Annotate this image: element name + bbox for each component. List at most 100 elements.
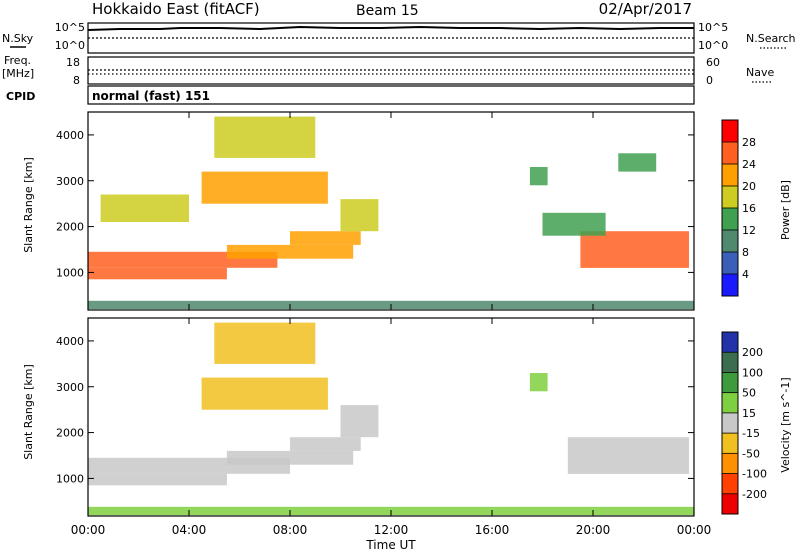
power-region-4 <box>290 231 361 245</box>
power-region-3 <box>226 244 354 259</box>
power-colorbar-segment <box>722 142 738 165</box>
nave-tick-high: 60 <box>706 56 720 69</box>
velocity-colorbar-frame <box>721 331 739 515</box>
velocity-colorbar-tick-label: -200 <box>742 488 767 501</box>
velocity-ytick-label: 2000 <box>56 427 84 440</box>
x-axis-ticks: 00:00 04:00 08:00 12:00 16:00 20:00 00:00 <box>71 112 712 537</box>
power-region-5 <box>340 199 379 232</box>
x-tick-label: 12:00 <box>374 523 409 537</box>
power-colorbar-tick-label: 20 <box>742 180 756 193</box>
velocity-ytick-label: 3000 <box>56 381 84 394</box>
power-yticks: 1000 2000 3000 4000 <box>56 129 694 279</box>
noise-left-tick-low: 10^0 <box>55 39 85 52</box>
power-colorbar-tick-label: 24 <box>742 158 756 171</box>
velocity-panel: 1000 2000 3000 4000 Slant Range [km] 200 100… <box>22 317 792 517</box>
velocity-colorbar-segment <box>722 392 738 414</box>
velocity-colorbar-tick-label: -100 <box>742 468 767 481</box>
velocity-colorbar-segment <box>722 433 738 454</box>
power-ytick-label: 2000 <box>56 221 84 234</box>
velocity-ytick-label: 4000 <box>56 335 84 348</box>
power-colorbar-segment <box>722 230 738 253</box>
power-region-8 <box>214 116 316 158</box>
velocity-region-6 <box>201 377 328 410</box>
date-label: 02/Apr/2017 <box>599 0 692 18</box>
power-colorbar-segment <box>722 274 738 297</box>
cpid-panel: CPID normal (fast) 151 <box>6 85 695 105</box>
power-colorbar-tick-label: 12 <box>742 224 756 237</box>
noise-left-label: N.Sky <box>2 32 34 45</box>
velocity-colorbar-label: Velocity [m s^-1] <box>779 377 792 472</box>
noise-panel: N.Sky N.Search 10^5 10^0 10^5 10^0 <box>2 21 796 54</box>
power-ytick-label: 1000 <box>56 266 84 279</box>
x-tick-label: 04:00 <box>172 523 207 537</box>
freq-label-line2: [MHz] <box>2 67 34 80</box>
power-colorbar-segment <box>722 208 738 231</box>
power-data <box>88 116 694 310</box>
power-region-7 <box>100 194 189 222</box>
noise-right-tick-low: 10^0 <box>698 39 728 52</box>
nave-label: Nave <box>746 66 774 79</box>
velocity-colorbar-segment <box>722 412 738 434</box>
x-tick-label: 20:00 <box>576 523 611 537</box>
velocity-data <box>88 322 694 516</box>
cpid-value: normal (fast) 151 <box>92 89 210 103</box>
velocity-colorbar-tick-label: -50 <box>742 447 760 460</box>
power-colorbar-label: Power [dB] <box>779 180 792 240</box>
power-colorbar-tick-label: 28 <box>742 136 756 149</box>
velocity-region-2 <box>88 473 227 486</box>
noise-right-label: N.Search <box>746 32 796 45</box>
velocity-colorbar: 200 100 50 15 -15 -50 -100 -200 <box>721 331 767 515</box>
velocity-colorbar-segment <box>722 352 738 373</box>
x-tick-label: 00:00 <box>71 523 106 537</box>
power-region-12 <box>618 153 657 172</box>
power-region-2 <box>88 267 227 280</box>
power-region-11 <box>529 167 548 186</box>
freq-tick-high: 18 <box>66 56 80 69</box>
velocity-region-7 <box>214 322 316 364</box>
noise-left-tick-high: 10^5 <box>55 21 85 34</box>
velocity-colorbar-segment <box>722 332 738 353</box>
velocity-region-5 <box>340 405 379 438</box>
station-title: Hokkaido East (fitACF) <box>92 0 260 18</box>
freq-label-line1: Freq. <box>4 54 31 67</box>
velocity-region-9 <box>529 373 548 392</box>
frequency-panel: Freq. [MHz] Nave 18 8 60 0 <box>2 54 774 87</box>
x-tick-label: 00:00 <box>677 523 712 537</box>
velocity-colorbar-tick-label: 15 <box>742 407 756 420</box>
velocity-colorbar-tick-label: 50 <box>742 387 756 400</box>
power-region-10 <box>542 212 606 236</box>
velocity-colorbar-tick-label: 100 <box>742 366 763 379</box>
velocity-colorbar-segment <box>722 473 738 495</box>
power-region-6 <box>201 171 328 204</box>
cpid-label: CPID <box>6 90 35 103</box>
power-panel: 1000 2000 3000 4000 Slant Range [km] 4 8 12 16… <box>22 111 792 311</box>
power-colorbar-segment <box>722 186 738 209</box>
velocity-colorbar-segment <box>722 453 738 474</box>
frequency-frame <box>87 56 695 85</box>
velocity-colorbar-segment <box>722 372 738 394</box>
power-colorbar-segment <box>722 164 738 187</box>
power-colorbar: 4 8 12 16 20 24 28 <box>721 119 756 297</box>
power-colorbar-segment <box>722 252 738 275</box>
noise-right-tick-high: 10^5 <box>698 21 728 34</box>
power-colorbar-segment <box>722 120 738 143</box>
power-ytick-label: 3000 <box>56 175 84 188</box>
velocity-yticks: 1000 2000 3000 4000 <box>56 335 694 485</box>
velocity-region-3 <box>226 450 354 465</box>
cpid-frame <box>87 85 695 105</box>
x-tick-label: 08:00 <box>273 523 308 537</box>
x-tick-label: 16:00 <box>475 523 510 537</box>
x-axis-label: Time UT <box>365 538 416 552</box>
beam-label: Beam 15 <box>356 3 419 19</box>
nave-tick-low: 0 <box>706 74 713 87</box>
power-ylabel: Slant Range [km] <box>22 157 35 253</box>
sky-noise-line <box>87 25 694 31</box>
velocity-region-4 <box>290 437 361 451</box>
velocity-frame <box>87 317 695 517</box>
velocity-colorbar-tick-label: -15 <box>742 427 760 440</box>
velocity-colorbar-segment <box>722 493 738 515</box>
power-colorbar-tick-label: 8 <box>742 246 749 259</box>
freq-tick-low: 8 <box>73 74 80 87</box>
power-colorbar-tick-label: 16 <box>742 202 756 215</box>
power-ytick-label: 4000 <box>56 129 84 142</box>
